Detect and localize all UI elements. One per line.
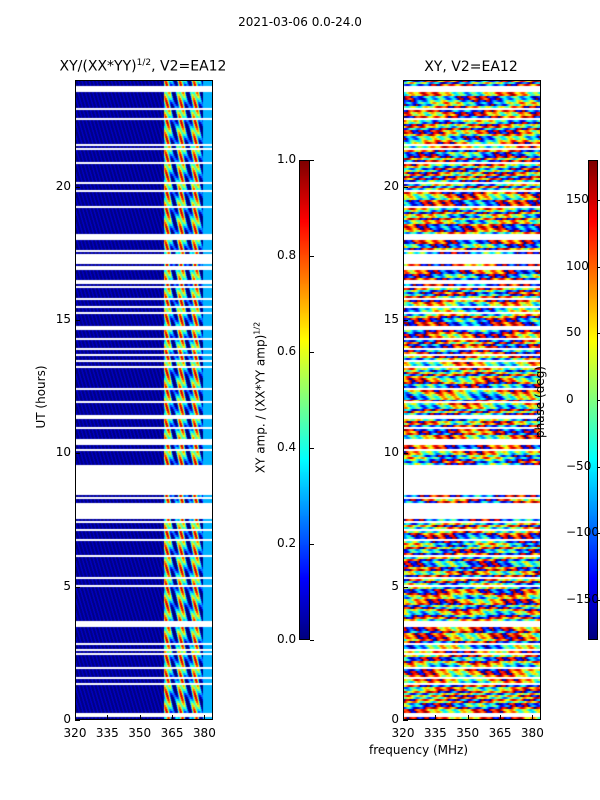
y-tick-label: 10 <box>383 445 399 460</box>
amp-heatmap[interactable] <box>75 80 213 720</box>
y-tick-label: 15 <box>383 312 399 326</box>
colorbar-tick-mark <box>598 600 600 601</box>
x-tick-label: 365 <box>488 726 512 740</box>
colorbar-gradient <box>300 161 309 639</box>
amp-colorbar-label: XY amp. / (XX*YY amp)1/2 <box>252 321 268 474</box>
y-tick-mark <box>75 453 80 455</box>
x-tick-label: 380 <box>520 726 544 740</box>
x-tick-mark <box>403 715 404 720</box>
colorbar-tick-mark <box>310 352 314 353</box>
phase-heatmap[interactable] <box>403 80 541 720</box>
x-tick-mark <box>107 715 109 720</box>
colorbar-tick-label: −50 <box>566 458 592 473</box>
colorbar-tick-label: 0.2 <box>277 536 297 550</box>
y-tick-mark <box>403 720 408 721</box>
y-tick-label: 0 <box>63 712 71 726</box>
y-tick-mark <box>75 720 80 721</box>
x-tick-label: 335 <box>95 726 119 740</box>
colorbar-tick-label: 150 <box>566 192 589 206</box>
phase-plot-title: XY, V2=EA12 <box>424 59 518 75</box>
x-tick-label: 320 <box>63 726 87 740</box>
phase-colorbar-label: phase (deg) <box>533 366 547 439</box>
x-tick-label: 335 <box>423 726 447 740</box>
colorbar-tick-label: −150 <box>566 592 599 606</box>
colorbar-tick-label: −100 <box>566 525 599 540</box>
amp-colorbar <box>299 160 310 640</box>
y-tick-label: 5 <box>391 578 399 593</box>
colorbar-tick-label: 0.4 <box>277 440 297 454</box>
x-tick-label: 320 <box>391 726 415 740</box>
y-tick-mark <box>403 186 408 188</box>
colorbar-tick-mark <box>310 640 314 641</box>
amp-plot-title: XY/(XX*YY)1/2, V2=EA12 <box>59 58 227 75</box>
figure-suptitle: 2021-03-06 0.0-24.0 <box>238 15 362 29</box>
colorbar-tick-mark <box>598 400 600 401</box>
y-tick-mark <box>403 586 408 588</box>
x-tick-mark <box>172 715 174 720</box>
y-tick-label: 0 <box>391 712 399 726</box>
phase-colorbar <box>588 160 598 640</box>
y-tick-label: 10 <box>55 445 71 460</box>
x-tick-mark <box>204 715 206 720</box>
amp-y-axis-label: UT (hours) <box>34 365 48 429</box>
y-tick-label: 20 <box>55 178 71 193</box>
colorbar-tick-label: 0.8 <box>277 248 297 262</box>
y-tick-label: 15 <box>55 312 71 326</box>
colorbar-tick-mark <box>598 200 600 201</box>
colorbar-tick-mark <box>598 333 600 335</box>
y-tick-mark <box>75 320 80 321</box>
colorbar-tick-mark <box>598 266 600 268</box>
x-tick-mark <box>75 715 76 720</box>
colorbar-tick-mark <box>310 448 314 449</box>
colorbar-tick-label: 50 <box>566 325 582 340</box>
x-tick-mark <box>467 715 469 720</box>
x-tick-mark <box>139 715 141 720</box>
x-tick-mark <box>532 715 534 720</box>
y-tick-label: 5 <box>63 578 71 593</box>
amp-heatmap-canvas <box>76 81 212 719</box>
colorbar-tick-mark <box>310 160 314 161</box>
colorbar-gradient <box>589 161 597 639</box>
x-tick-label: 350 <box>456 726 480 740</box>
colorbar-tick-mark <box>598 466 600 468</box>
colorbar-tick-mark <box>598 533 600 535</box>
x-tick-label: 350 <box>128 726 152 740</box>
colorbar-tick-label: 0.0 <box>277 632 297 646</box>
colorbar-tick-label: 0 <box>566 392 574 406</box>
x-axis-label: frequency (MHz) <box>369 743 469 757</box>
x-tick-mark <box>500 715 502 720</box>
colorbar-tick-mark <box>310 256 314 257</box>
colorbar-tick-mark <box>310 544 314 545</box>
colorbar-tick-label: 0.6 <box>277 344 297 358</box>
x-tick-label: 365 <box>160 726 184 740</box>
y-tick-mark <box>75 186 80 188</box>
x-tick-label: 380 <box>192 726 216 740</box>
phase-heatmap-canvas <box>404 81 540 719</box>
x-tick-mark <box>435 715 437 720</box>
y-tick-mark <box>75 586 80 588</box>
y-tick-label: 20 <box>383 178 399 193</box>
colorbar-tick-label: 100 <box>566 258 589 273</box>
y-tick-mark <box>403 320 408 321</box>
y-tick-mark <box>403 453 408 455</box>
colorbar-tick-label: 1.0 <box>277 152 297 166</box>
